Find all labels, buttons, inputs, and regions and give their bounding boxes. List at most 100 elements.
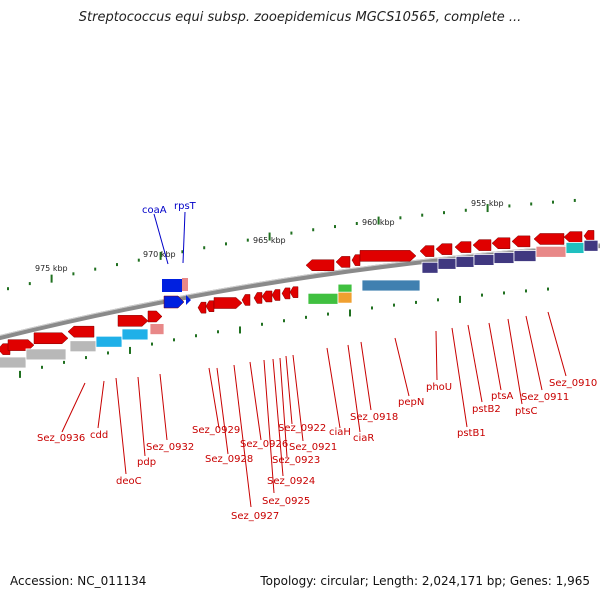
cds-box [307,292,339,305]
inner-tick [481,293,483,297]
cds-box [149,323,165,335]
scale-tick [290,231,293,235]
inner-tick [393,303,395,307]
rna-feature [162,279,182,292]
gene-label[interactable]: pstB2 [472,404,501,415]
scale-tick [486,204,489,213]
inner-tick [459,295,461,303]
gene-label[interactable]: Sez_0929 [192,425,240,436]
gene-arrow [359,250,417,262]
gene-label[interactable]: Sez_0922 [278,423,326,434]
scale-tick [50,274,53,283]
inner-tick [371,306,373,310]
gene-label[interactable]: ciaH [329,427,351,438]
scale-tick [137,258,140,262]
gene-label[interactable]: ciaR [353,433,374,444]
gene-arrow [289,286,299,298]
scale-tick [573,198,576,202]
gene-label[interactable]: cdd [90,430,108,441]
gene-label-coaA[interactable]: coaA [142,205,167,216]
leader-line [153,213,169,265]
rna-feature [186,295,191,305]
inner-tick [41,365,43,369]
gene-label-rpsT[interactable]: rpsT [174,201,197,212]
cds-box [455,255,475,268]
gene-arrow [563,231,583,243]
gene-arrow [213,297,243,309]
scale-tick [399,216,402,220]
scale-tick [530,202,533,206]
cds-box [565,242,585,254]
scale-label: 965 kbp [253,236,286,245]
leader-lines [61,311,567,508]
gene-label[interactable]: ptsA [491,391,513,402]
scale-label: 975 kbp [35,264,68,273]
scale-tick [72,272,75,276]
gene-arrow [0,343,11,355]
gene-label[interactable]: Sez_0928 [205,454,253,465]
gene-label[interactable]: deoC [116,476,142,487]
inner-tick [283,319,285,323]
gene-arrow [351,254,361,266]
accession-label: Accession: NC_011134 [10,574,147,588]
inner-tick [437,298,439,302]
scale-tick [225,242,227,246]
scale-tick [508,204,511,208]
scale-tick [421,213,424,217]
gene-arrow [33,332,69,345]
inner-tick [327,312,329,316]
gene-label[interactable]: pdp [137,457,156,468]
scale-tick [552,200,554,204]
gene-arrow [253,292,263,304]
cds-box [437,257,457,270]
inner-tick [217,330,219,334]
cds-box [535,245,567,258]
gene-label[interactable]: Sez_0932 [146,442,194,453]
rna-feature [163,295,185,309]
gene-arrow [583,230,595,242]
gene-arrow [7,339,35,351]
gene-arrow [241,294,251,306]
gene-arrow [435,243,453,255]
gene-arrow [511,235,531,248]
gene-label[interactable]: phoU [426,382,452,393]
gene-label[interactable]: Sez_0910 [549,378,597,389]
inner-tick [525,289,527,293]
scale-tick [443,211,445,215]
cds-box [421,261,439,274]
gene-label[interactable]: Sez_0921 [289,442,337,453]
cds-box [493,252,515,264]
genome-backbone-highlight [0,243,600,337]
inner-tick [151,342,153,346]
gene-label[interactable]: Sez_0911 [521,392,569,403]
scale-label: 970 kbp [143,250,176,259]
scale-tick [116,263,118,267]
cds-box [25,348,67,361]
scale-tick [312,228,315,232]
rna-feature [182,278,188,291]
gene-label[interactable]: Sez_0925 [262,496,310,507]
gene-arrow [454,241,472,253]
gene-label[interactable]: pstB1 [457,428,486,439]
gene-label[interactable]: Sez_0926 [240,439,288,450]
scale-tick [464,208,467,212]
scale-label: 955 kbp [471,199,504,208]
gene-arrow [305,259,335,271]
gene-label[interactable]: pepN [398,397,424,408]
gene-arrow [491,237,511,249]
gene-label[interactable]: Sez_0936 [37,433,85,444]
gene-label[interactable]: Sez_0923 [272,455,320,466]
gene-label[interactable]: Sez_0918 [350,412,398,423]
scale-tick [268,232,271,241]
gene-label[interactable]: Sez_0924 [267,476,315,487]
inner-tick [85,356,87,360]
gene-label[interactable]: ptsC [515,406,537,417]
gene-arrow [205,300,215,312]
inner-tick [107,351,109,355]
scale-tick [246,238,249,242]
gene-label[interactable]: Sez_0927 [231,511,279,522]
cds-box [95,335,123,348]
scale-label: 960 kbp [362,218,395,227]
gene-arrow [533,233,565,245]
